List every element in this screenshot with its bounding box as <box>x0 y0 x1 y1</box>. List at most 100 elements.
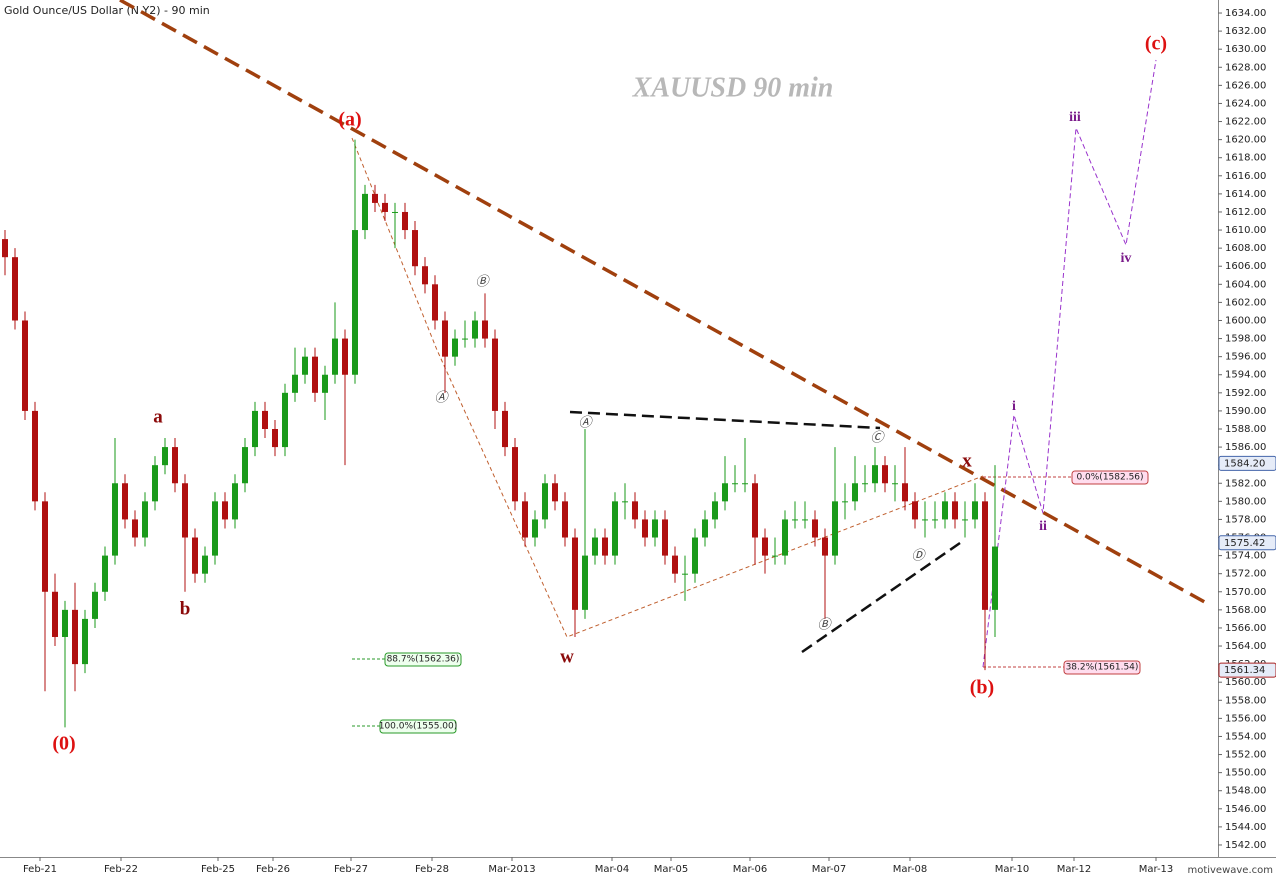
wave-label: (0) <box>52 733 75 755</box>
candle-body <box>682 573 688 575</box>
y-tick-label: 1610.00 <box>1225 225 1266 236</box>
candle-body <box>502 410 508 448</box>
candle-body <box>712 501 718 520</box>
y-tick-label: 1600.00 <box>1225 315 1266 326</box>
candle-body <box>232 483 238 520</box>
y-tick-label: 1612.00 <box>1225 207 1266 218</box>
candle-body <box>932 519 938 521</box>
y-tick-label: 1554.00 <box>1225 731 1266 742</box>
candle-body <box>132 519 138 538</box>
y-tick-label: 1550.00 <box>1225 768 1266 779</box>
y-tick-label: 1564.00 <box>1225 641 1266 652</box>
candle-body <box>972 501 978 520</box>
candle-body <box>892 483 898 485</box>
candle-body <box>32 410 38 502</box>
candle-body <box>252 410 258 448</box>
y-tick-label: 1568.00 <box>1225 605 1266 616</box>
candle-body <box>382 202 388 212</box>
candle-body <box>282 392 288 448</box>
candle-body <box>582 555 588 610</box>
x-tick-label: Feb-22 <box>104 864 138 875</box>
y-tick-label: 1544.00 <box>1225 822 1266 833</box>
wave-label: Ⓒ <box>870 431 885 446</box>
candle-body <box>842 501 848 503</box>
candle-body <box>192 537 198 574</box>
price-tag <box>1218 535 1276 551</box>
y-tick-label: 1548.00 <box>1225 786 1266 797</box>
candle-body <box>262 410 268 429</box>
price-tag <box>1218 662 1276 678</box>
candle-body <box>752 483 758 538</box>
y-tick-label: 1598.00 <box>1225 334 1266 345</box>
y-tick-label: 1556.00 <box>1225 713 1266 724</box>
y-tick-label: 1586.00 <box>1225 442 1266 453</box>
wave-label: Ⓓ <box>911 549 926 564</box>
wave-label: iii <box>1069 110 1081 125</box>
y-tick-label: 1618.00 <box>1225 153 1266 164</box>
x-tick-label: Mar-08 <box>893 864 928 875</box>
candle-body <box>872 465 878 484</box>
candle-body <box>852 483 858 502</box>
candle-body <box>22 320 28 411</box>
y-tick-label: 1566.00 <box>1225 623 1266 634</box>
wave-label: x <box>962 450 972 471</box>
candle-body <box>672 555 678 574</box>
y-tick-label: 1552.00 <box>1225 750 1266 761</box>
candle-body <box>172 447 178 484</box>
price-tag-label: 1584.20 <box>1224 458 1265 469</box>
wave-label: a <box>153 406 163 427</box>
candle-body <box>652 519 658 538</box>
candle-body <box>772 555 778 557</box>
projection-line <box>982 59 1157 668</box>
y-tick-label: 1570.00 <box>1225 587 1266 598</box>
x-tick-label: Mar-2013 <box>488 864 535 875</box>
candle-body <box>42 501 48 592</box>
candle-body <box>802 519 808 521</box>
candle-body <box>182 483 188 538</box>
y-tick-label: 1626.00 <box>1225 80 1266 91</box>
price-tag-label: 1561.34 <box>1224 665 1265 676</box>
candle-body <box>692 537 698 574</box>
fib-box <box>379 719 457 734</box>
candle-body <box>472 320 478 339</box>
credit: motivewave.com <box>1187 865 1273 876</box>
wave-label: w <box>560 646 574 667</box>
fib-box <box>384 652 462 667</box>
wave-label: (a) <box>338 109 361 131</box>
candle-body <box>912 501 918 520</box>
candle-body <box>732 483 738 485</box>
candle-body <box>542 483 548 520</box>
y-tick-label: 1546.00 <box>1225 804 1266 815</box>
y-tick-label: 1558.00 <box>1225 695 1266 706</box>
fib-label: 88.7%(1562.36) <box>387 655 460 665</box>
candle-body <box>412 230 418 267</box>
candle-body <box>702 519 708 538</box>
trend-line <box>119 0 1211 607</box>
candle-body <box>242 447 248 484</box>
fib-box <box>1071 470 1149 485</box>
candle-body <box>642 519 648 538</box>
candle-body <box>442 320 448 357</box>
candle-body <box>112 483 118 556</box>
y-tick-label: 1614.00 <box>1225 189 1266 200</box>
candle-body <box>862 483 868 485</box>
x-tick-label: Feb-25 <box>201 864 235 875</box>
y-tick-label: 1630.00 <box>1225 44 1266 55</box>
candle-body <box>662 519 668 556</box>
candle-body <box>372 193 378 203</box>
candle-body <box>552 483 558 502</box>
candle-body <box>522 501 528 538</box>
y-tick-label: 1632.00 <box>1225 26 1266 37</box>
candle-body <box>82 618 88 665</box>
wave-label: Ⓐ <box>434 391 449 406</box>
candle-body <box>292 374 298 393</box>
wave-label: Ⓑ <box>817 618 832 633</box>
candle-body <box>362 193 368 231</box>
y-tick-label: 1590.00 <box>1225 406 1266 417</box>
candle-body <box>492 338 498 411</box>
x-tick-label: Mar-10 <box>995 864 1030 875</box>
wave-label: iv <box>1121 251 1132 266</box>
x-tick-label: Mar-13 <box>1139 864 1174 875</box>
y-tick-label: 1594.00 <box>1225 370 1266 381</box>
candle-body <box>812 519 818 538</box>
